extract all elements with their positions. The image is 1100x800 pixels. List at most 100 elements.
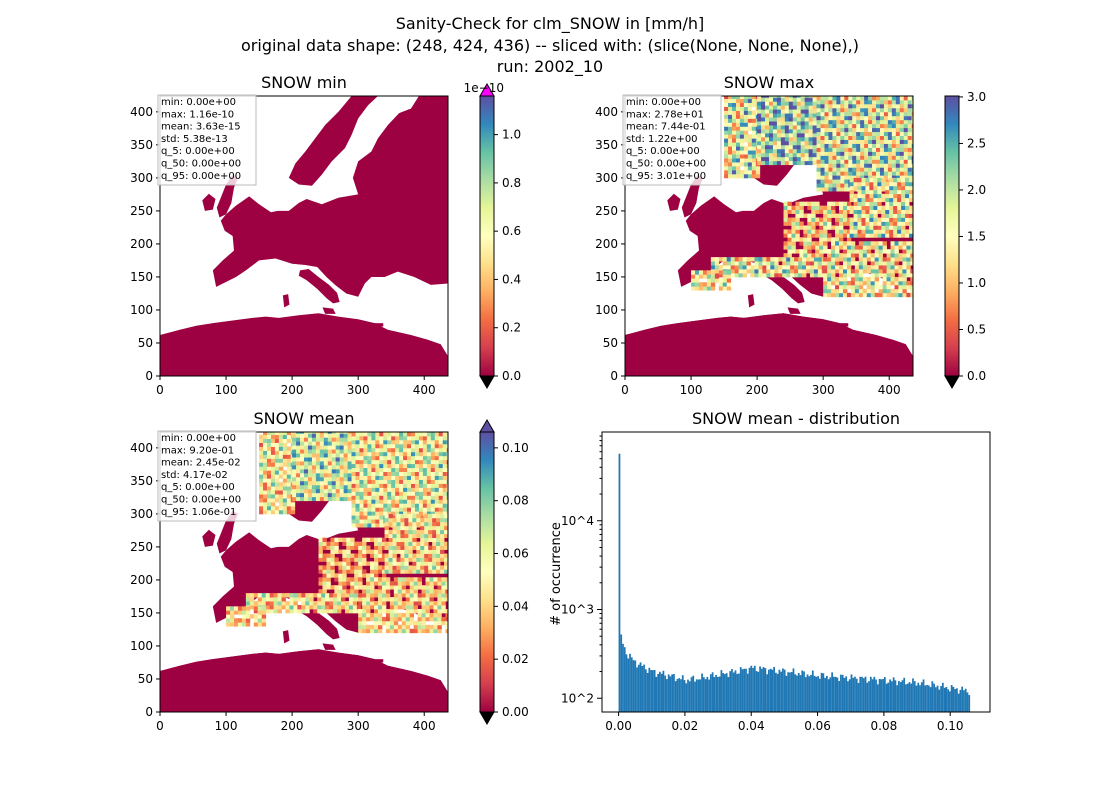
snow-cell bbox=[411, 463, 416, 469]
snow-cell bbox=[407, 435, 412, 441]
snow-cell bbox=[444, 529, 448, 535]
snow-cell bbox=[820, 155, 825, 160]
snow-cell bbox=[440, 529, 445, 535]
snow-cell bbox=[319, 453, 325, 458]
snow-cell bbox=[832, 96, 837, 101]
snow-cell bbox=[363, 459, 368, 465]
snow-cell bbox=[899, 171, 905, 176]
snow-cell bbox=[836, 131, 841, 137]
snow-cell bbox=[425, 616, 430, 622]
snow-cell bbox=[792, 132, 798, 138]
snow-cell bbox=[387, 435, 392, 441]
snow-cell bbox=[366, 549, 371, 554]
snow-cell bbox=[437, 628, 442, 634]
snow-cell bbox=[422, 491, 428, 496]
snow-cell bbox=[267, 454, 272, 459]
snow-cell bbox=[876, 111, 881, 117]
snow-cell bbox=[428, 537, 433, 543]
snow-cell bbox=[352, 605, 358, 610]
snow-cell bbox=[339, 461, 345, 466]
snow-cell bbox=[442, 507, 448, 512]
land-region-south bbox=[160, 649, 448, 712]
snow-cell bbox=[897, 193, 902, 199]
snow-cell bbox=[796, 105, 802, 110]
snow-cell bbox=[375, 511, 380, 516]
snow-cell bbox=[732, 122, 737, 127]
snow-cell bbox=[404, 533, 409, 539]
snow-cell bbox=[259, 498, 264, 503]
colorbar bbox=[480, 96, 494, 376]
snow-cell bbox=[839, 253, 844, 258]
snow-cell bbox=[862, 253, 868, 258]
snow-cell bbox=[412, 545, 417, 550]
snow-cell bbox=[327, 457, 333, 462]
snow-cell bbox=[868, 163, 873, 168]
snow-cell bbox=[732, 110, 737, 115]
snow-cell bbox=[315, 476, 321, 482]
colorbar-tick-label: 1.0 bbox=[967, 276, 986, 290]
snow-cell bbox=[292, 476, 297, 482]
snow-cell bbox=[804, 152, 810, 158]
snow-cell bbox=[903, 111, 909, 117]
snow-cell bbox=[901, 177, 906, 183]
snow-cell bbox=[351, 503, 356, 508]
snow-cell bbox=[359, 507, 364, 512]
snow-cell bbox=[816, 159, 821, 164]
snow-cell bbox=[836, 167, 841, 172]
snow-cell bbox=[338, 561, 343, 566]
snow-cell bbox=[905, 229, 910, 234]
snow-cell bbox=[338, 569, 343, 574]
snow-cell bbox=[710, 265, 716, 270]
snow-cell bbox=[787, 205, 792, 210]
snow-cell bbox=[804, 144, 810, 150]
snow-cell bbox=[858, 257, 864, 262]
snow-cell bbox=[387, 479, 392, 484]
snow-cell bbox=[907, 135, 913, 140]
snow-cell bbox=[784, 117, 790, 122]
y-tick-label: 100 bbox=[130, 639, 153, 653]
snow-cell bbox=[828, 119, 833, 125]
snow-cell bbox=[906, 249, 911, 254]
snow-cell bbox=[432, 557, 437, 562]
snow-cell bbox=[835, 221, 840, 226]
snow-cell bbox=[321, 597, 326, 602]
snow-cell bbox=[876, 119, 881, 125]
snow-cell bbox=[347, 445, 352, 450]
snow-cell bbox=[839, 205, 844, 210]
snow-cell bbox=[392, 569, 397, 574]
snow-cell bbox=[335, 432, 341, 434]
snow-cell bbox=[371, 439, 376, 445]
snow-cell bbox=[868, 167, 873, 172]
snow-cell bbox=[445, 597, 448, 602]
snow-cell bbox=[868, 139, 873, 144]
snow-cell bbox=[375, 503, 380, 508]
snow-cell bbox=[432, 529, 437, 535]
snow-cell bbox=[901, 209, 906, 214]
snow-cell bbox=[267, 450, 272, 455]
snow-cell bbox=[430, 439, 436, 445]
snow-cell bbox=[374, 605, 379, 610]
snow-cell bbox=[399, 451, 404, 457]
snow-cell bbox=[355, 515, 360, 520]
snow-cell bbox=[375, 495, 380, 500]
snow-cell bbox=[876, 123, 881, 129]
snow-cell bbox=[230, 606, 235, 611]
snow-cell bbox=[359, 471, 364, 476]
snow-cell bbox=[363, 495, 368, 500]
snow-cell bbox=[278, 490, 284, 495]
snow-cell bbox=[857, 225, 862, 230]
snow-cell bbox=[842, 272, 848, 278]
snow-cell bbox=[327, 453, 333, 458]
snow-cell bbox=[226, 614, 231, 619]
snow-cell bbox=[885, 181, 890, 187]
snow-cell bbox=[695, 270, 700, 275]
snow-cell bbox=[430, 495, 436, 500]
snow-cell bbox=[858, 249, 864, 254]
snow-cell bbox=[296, 476, 301, 482]
snow-cell bbox=[241, 622, 247, 627]
snow-cell bbox=[430, 435, 436, 441]
snow-cell bbox=[426, 451, 432, 457]
snow-cell bbox=[800, 160, 806, 166]
snow-cell bbox=[872, 107, 877, 113]
snow-cell bbox=[315, 480, 321, 486]
